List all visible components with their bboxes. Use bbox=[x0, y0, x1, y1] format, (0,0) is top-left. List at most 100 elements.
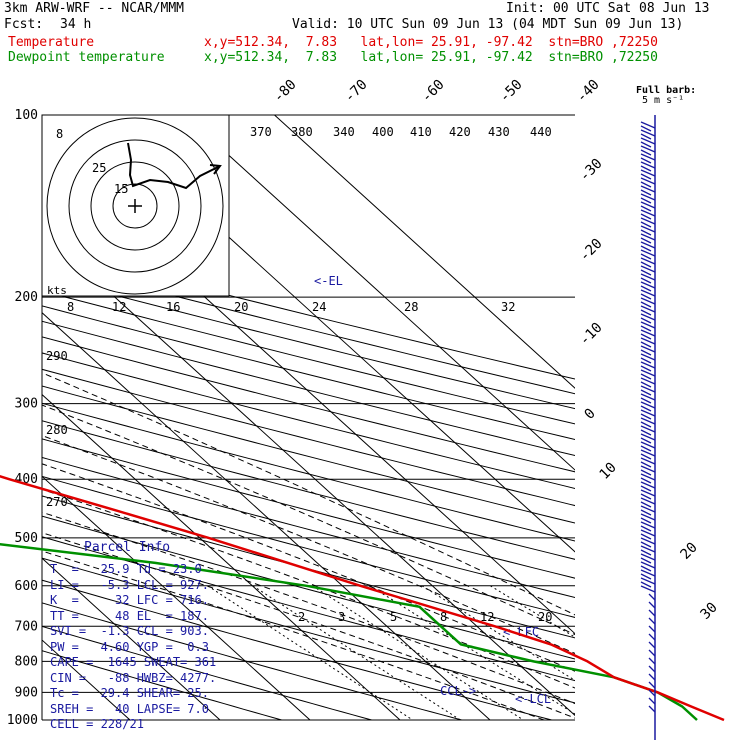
wind-barb-flag bbox=[640, 501, 652, 508]
wind-barb-flag bbox=[640, 385, 656, 393]
wind-barb bbox=[648, 593, 656, 601]
wind-barb-flag bbox=[640, 273, 656, 281]
parcel-info-row: T = 25.9 Td = 23.0 bbox=[50, 562, 202, 576]
wind-barb-flag bbox=[640, 321, 656, 329]
lfc-annotation: <-LFC bbox=[503, 625, 539, 639]
wind-barb-flag bbox=[640, 469, 652, 476]
wind-barb-flag bbox=[640, 493, 652, 500]
wind-barb-flag bbox=[640, 253, 652, 260]
wind-barb-flag bbox=[640, 509, 652, 516]
wind-barb-flag bbox=[640, 257, 656, 265]
wind-barb-flag bbox=[640, 377, 656, 385]
wind-barb-flag bbox=[640, 305, 656, 313]
hodograph-speed-label: 28 bbox=[404, 300, 418, 314]
wind-barb-flag bbox=[640, 573, 652, 580]
wind-barb-flag bbox=[640, 405, 652, 412]
wind-barb-flag bbox=[640, 121, 656, 129]
hodograph-speed-label: 8 bbox=[67, 300, 74, 314]
wind-barb-flag bbox=[648, 609, 656, 617]
temperature-profile bbox=[0, 475, 725, 722]
wind-barb-flag bbox=[640, 249, 656, 257]
hodograph-ring-label: 25 bbox=[92, 161, 106, 175]
wind-barb-flag bbox=[640, 301, 652, 308]
wind-barb bbox=[640, 169, 656, 180]
wind-barb-flag bbox=[648, 705, 656, 713]
wind-barb bbox=[640, 353, 656, 364]
isotherm-line bbox=[184, 115, 575, 471]
wind-barb-flag bbox=[640, 193, 656, 201]
wind-barb-flag bbox=[640, 353, 656, 361]
wind-barb bbox=[640, 545, 656, 556]
wind-barb bbox=[640, 449, 656, 460]
hodograph-speed-label: 32 bbox=[501, 300, 515, 314]
wind-barb-flag bbox=[640, 329, 656, 337]
wind-barb-flag bbox=[640, 525, 652, 532]
wind-barb bbox=[648, 625, 656, 633]
hodograph-ring bbox=[46, 117, 224, 295]
wind-barb bbox=[640, 585, 656, 593]
wind-barb bbox=[648, 697, 656, 705]
wind-barb-flag bbox=[640, 369, 656, 377]
wind-barb bbox=[640, 377, 656, 388]
wind-barb bbox=[640, 145, 656, 156]
dry-adiabat-label: 290 bbox=[46, 349, 68, 363]
dry-adiabat-line bbox=[42, 320, 575, 457]
wind-barb bbox=[640, 473, 656, 484]
forecast-hour: 34 h bbox=[60, 17, 92, 32]
wind-barb-flag bbox=[640, 565, 652, 572]
dry-adiabat-line bbox=[42, 475, 575, 618]
wind-barb-flag bbox=[640, 145, 656, 153]
wind-barb-flag bbox=[640, 205, 652, 212]
wind-barb-flag bbox=[640, 481, 656, 489]
el-annotation: <-EL bbox=[314, 274, 343, 288]
isotherm-line bbox=[42, 312, 491, 720]
wind-barb-flag bbox=[648, 617, 656, 625]
wind-barb-flag bbox=[640, 357, 652, 364]
wind-barb-flag bbox=[640, 141, 652, 148]
isotherm-line bbox=[42, 475, 311, 720]
valid-time: Valid: 10 UTC Sun 09 Jun 13 (04 MDT Sun … bbox=[292, 17, 684, 32]
wind-barb-flag bbox=[640, 221, 652, 228]
wind-barb bbox=[640, 273, 656, 284]
wind-barb bbox=[640, 345, 656, 356]
wind-barb-flag bbox=[640, 133, 652, 140]
mixing-ratio-label: 8 bbox=[440, 610, 447, 624]
wind-barb-flag bbox=[640, 521, 656, 529]
wind-barb bbox=[640, 193, 656, 204]
wind-barb-flag bbox=[640, 389, 652, 396]
wind-barb-flag bbox=[640, 341, 652, 348]
wind-barb-flag bbox=[648, 681, 656, 689]
theta-label: 420 bbox=[449, 125, 471, 139]
isotherm-line bbox=[42, 393, 401, 720]
wind-barb bbox=[648, 649, 656, 657]
isotherm-label: -20 bbox=[577, 236, 606, 265]
wind-barb bbox=[640, 329, 656, 340]
wind-barb-flag bbox=[648, 649, 656, 657]
wind-barb-flag bbox=[640, 317, 652, 324]
isotherm-label: -40 bbox=[574, 77, 603, 106]
wind-barb-flag bbox=[640, 437, 652, 444]
ccl-annotation: CCL-> bbox=[440, 684, 476, 698]
wind-barb-flag bbox=[640, 553, 656, 561]
parcel-info-row: SREH = 40 LAPSE= 7.0 bbox=[50, 701, 209, 716]
wind-barb-flag bbox=[640, 361, 656, 369]
wind-barb-flag bbox=[640, 337, 656, 345]
wind-barb bbox=[640, 249, 656, 260]
pressure-tick-label: 300 bbox=[15, 397, 38, 412]
wind-barb bbox=[640, 513, 656, 524]
wind-barb-flag bbox=[648, 641, 656, 649]
wind-barb-flag bbox=[640, 485, 652, 492]
parcel-info-row: Tc = 29.4 SHEAR= 25. bbox=[50, 686, 209, 700]
dry-adiabat-line bbox=[42, 275, 575, 410]
wind-barb bbox=[640, 281, 656, 292]
hodograph-unit-label: kts bbox=[47, 284, 67, 297]
wind-barb-flag bbox=[640, 209, 656, 217]
wind-barb-flag bbox=[640, 373, 652, 380]
dry-adiabat-line bbox=[42, 352, 575, 489]
temperature-location: x,y=512.34, 7.83 lat,lon= 25.91, -97.42 … bbox=[204, 35, 658, 50]
wind-barb bbox=[648, 633, 656, 641]
isotherm-label: 30 bbox=[698, 600, 721, 623]
wind-barb bbox=[640, 241, 656, 252]
lcl-annotation: <-LCL bbox=[515, 692, 551, 706]
